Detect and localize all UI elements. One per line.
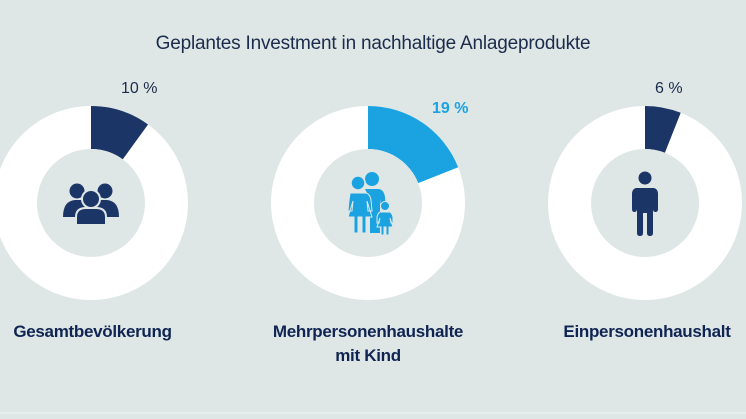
category-label-mehrpersonenhaushalte: Mehrpersonenhaushalte mit Kind (258, 320, 478, 368)
donut-segment (645, 106, 681, 153)
value-label-mehrpersonenhaushalte: 19 % (432, 100, 469, 117)
chart-title: Geplantes Investment in nachhaltige Anla… (155, 33, 591, 54)
footer-divider (0, 412, 746, 414)
donut-segment (368, 106, 459, 184)
value-label-einpersonenhaushalt: 6 % (655, 80, 683, 97)
category-label-line-2: mit Kind (335, 346, 401, 365)
category-label-einpersonenhaushalt: Einpersonenhaushalt (563, 322, 731, 341)
category-label-gesamtbevoelkerung: Gesamtbevölkerung (13, 322, 172, 341)
group-people-icon (63, 183, 119, 226)
family-icon (347, 172, 394, 236)
donut-segment (91, 106, 149, 160)
single-person-icon (632, 171, 658, 236)
value-label-gesamtbevoelkerung: 10 % (121, 80, 158, 97)
category-label-line-1: Mehrpersonenhaushalte (272, 322, 464, 341)
